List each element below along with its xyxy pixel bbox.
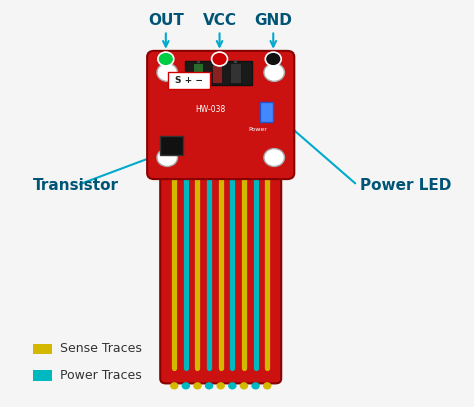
Circle shape — [264, 149, 284, 166]
Circle shape — [217, 382, 225, 389]
Circle shape — [157, 63, 177, 81]
Circle shape — [265, 52, 281, 66]
Bar — [33, 344, 52, 354]
Text: HW-038: HW-038 — [195, 105, 225, 114]
Text: VCC: VCC — [202, 13, 237, 28]
Circle shape — [240, 382, 248, 389]
Circle shape — [158, 52, 174, 66]
Text: Transistor: Transistor — [33, 178, 118, 193]
Bar — [168, 72, 210, 90]
Bar — [33, 370, 52, 381]
Bar — [193, 63, 203, 83]
Text: S + −: S + − — [175, 77, 203, 85]
Text: Power: Power — [248, 127, 267, 132]
Bar — [230, 63, 241, 83]
FancyBboxPatch shape — [160, 164, 281, 383]
Circle shape — [170, 382, 178, 389]
Circle shape — [251, 382, 260, 389]
Circle shape — [211, 52, 228, 66]
Circle shape — [228, 382, 237, 389]
Bar — [160, 136, 183, 155]
Circle shape — [193, 382, 201, 389]
Text: GND: GND — [255, 13, 292, 28]
Circle shape — [182, 382, 190, 389]
FancyBboxPatch shape — [147, 51, 294, 179]
Text: Power Traces: Power Traces — [60, 369, 142, 382]
Text: OUT: OUT — [148, 13, 184, 28]
Text: Power LED: Power LED — [360, 178, 451, 193]
Circle shape — [157, 149, 177, 166]
Bar — [211, 63, 222, 83]
Bar — [184, 61, 252, 85]
Text: Sense Traces: Sense Traces — [60, 342, 142, 355]
Circle shape — [263, 382, 272, 389]
Bar — [260, 103, 273, 122]
Circle shape — [205, 382, 213, 389]
Circle shape — [264, 63, 284, 81]
